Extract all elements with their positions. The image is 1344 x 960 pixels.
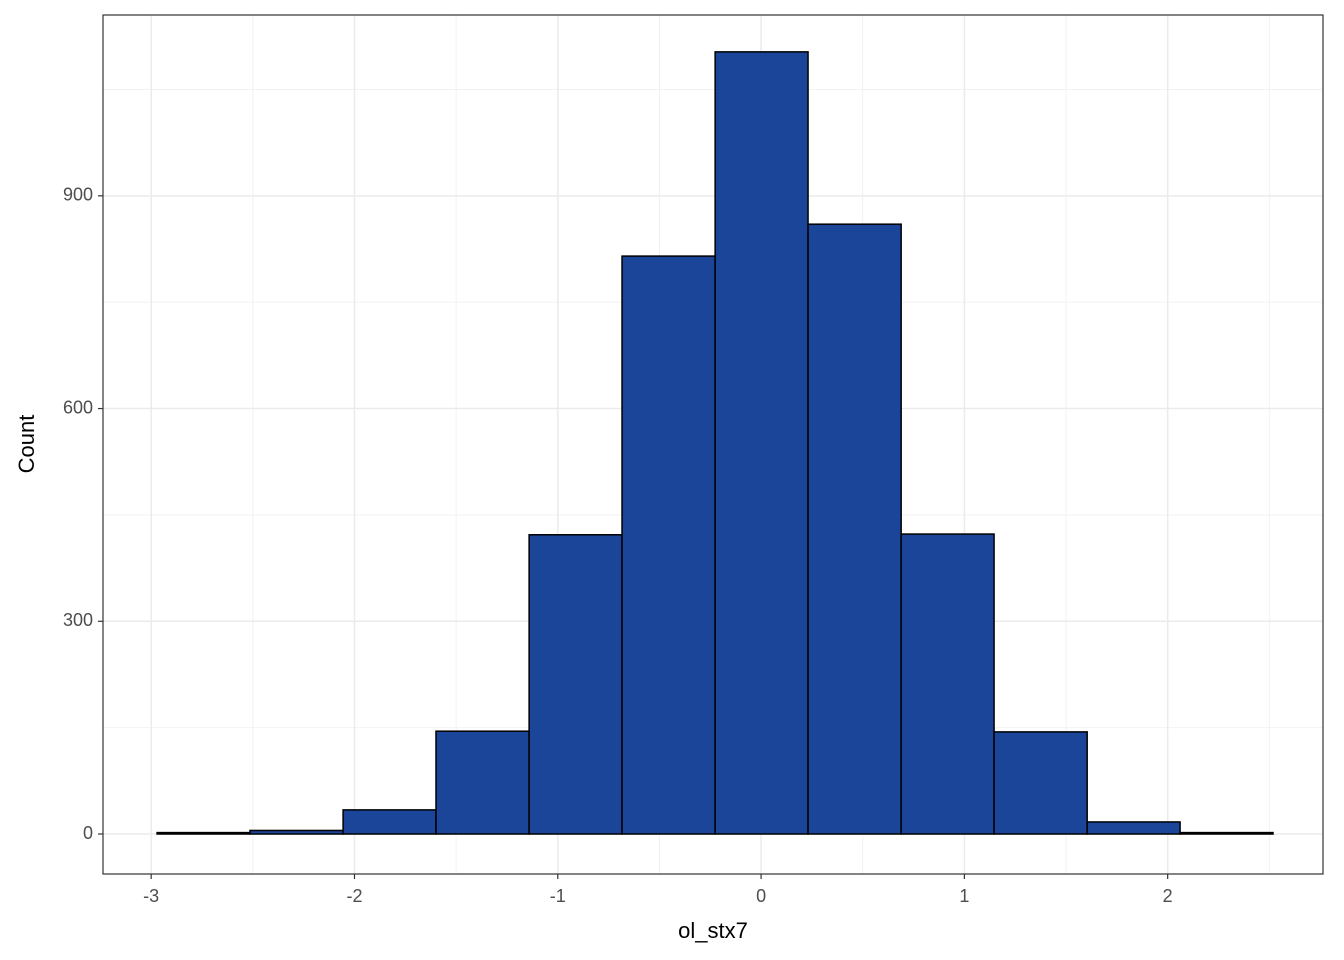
x-tick-label: -1: [550, 886, 566, 906]
panel-border: [102, 14, 1324, 875]
x-tick-label: -3: [143, 886, 159, 906]
bar: [993, 731, 1088, 835]
x-tick-label: 0: [756, 886, 766, 906]
x-tick-label: -2: [346, 886, 362, 906]
y-tick-label: 900: [63, 185, 93, 205]
bar: [156, 831, 251, 835]
bar: [1086, 821, 1181, 835]
x-axis-title: ol_stx7: [678, 918, 748, 943]
bar: [342, 809, 437, 835]
bar: [249, 829, 344, 835]
bar: [807, 223, 902, 835]
y-tick-label: 0: [83, 823, 93, 843]
bar: [435, 730, 530, 835]
bar: [900, 533, 995, 835]
bar: [528, 534, 623, 835]
x-tick-label: 2: [1163, 886, 1173, 906]
y-tick-label: 600: [63, 397, 93, 417]
bar: [621, 255, 716, 835]
y-tick-label: 300: [63, 610, 93, 630]
bar: [1179, 831, 1274, 835]
x-tick-label: 1: [959, 886, 969, 906]
y-axis-title: Count: [14, 415, 39, 474]
bar: [714, 51, 809, 835]
